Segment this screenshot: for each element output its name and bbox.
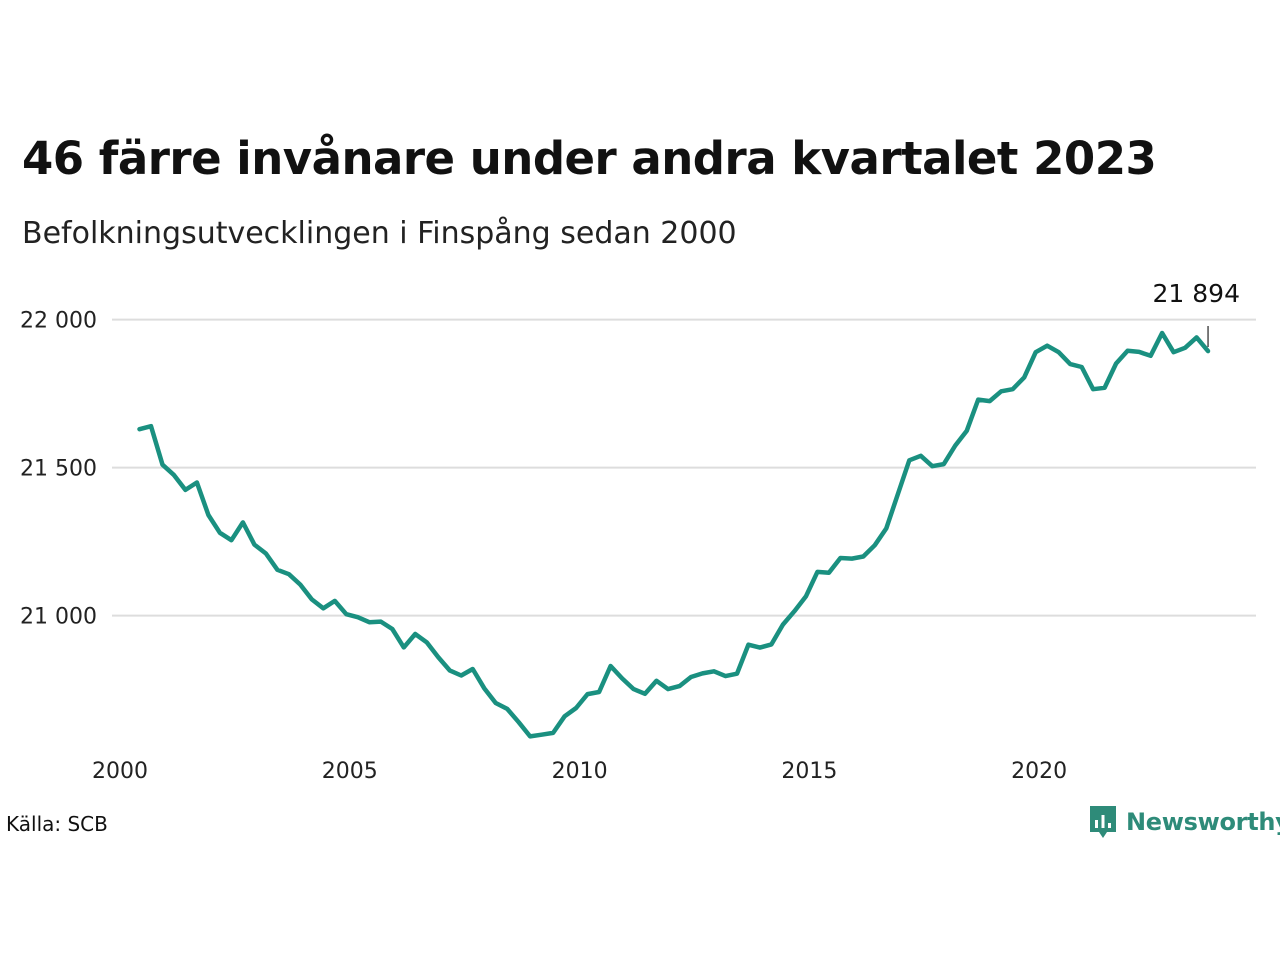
- chart-subtitle: Befolkningsutvecklingen i Finspång sedan…: [22, 216, 737, 251]
- x-tick-label: 2015: [781, 759, 837, 784]
- brand-name: Newsworthy: [1126, 808, 1280, 836]
- x-tick-label: 2020: [1011, 759, 1067, 784]
- y-tick-label: 21 500: [20, 457, 97, 482]
- y-tick-label: 22 000: [20, 309, 97, 334]
- chart-title: 46 färre invånare under andra kvartalet …: [22, 132, 1157, 185]
- population-series-line: [137, 330, 1211, 739]
- source-note: Källa: SCB: [6, 812, 108, 836]
- x-tick-label: 2010: [552, 759, 608, 784]
- y-tick-label: 21 000: [20, 605, 97, 630]
- y-axis-tick-labels: 21 000 21 500 22 000: [20, 309, 97, 630]
- newsworthy-chart-icon: [1090, 806, 1116, 838]
- x-tick-label: 2005: [322, 759, 378, 784]
- gridlines: [112, 318, 1256, 617]
- x-axis-tick-labels: 2000 2005 2010 2015 2020: [92, 759, 1067, 784]
- x-tick-label: 2000: [92, 759, 148, 784]
- newsworthy-logo: Newsworthy: [1088, 804, 1280, 840]
- end-value-label: 21 894: [1153, 279, 1240, 308]
